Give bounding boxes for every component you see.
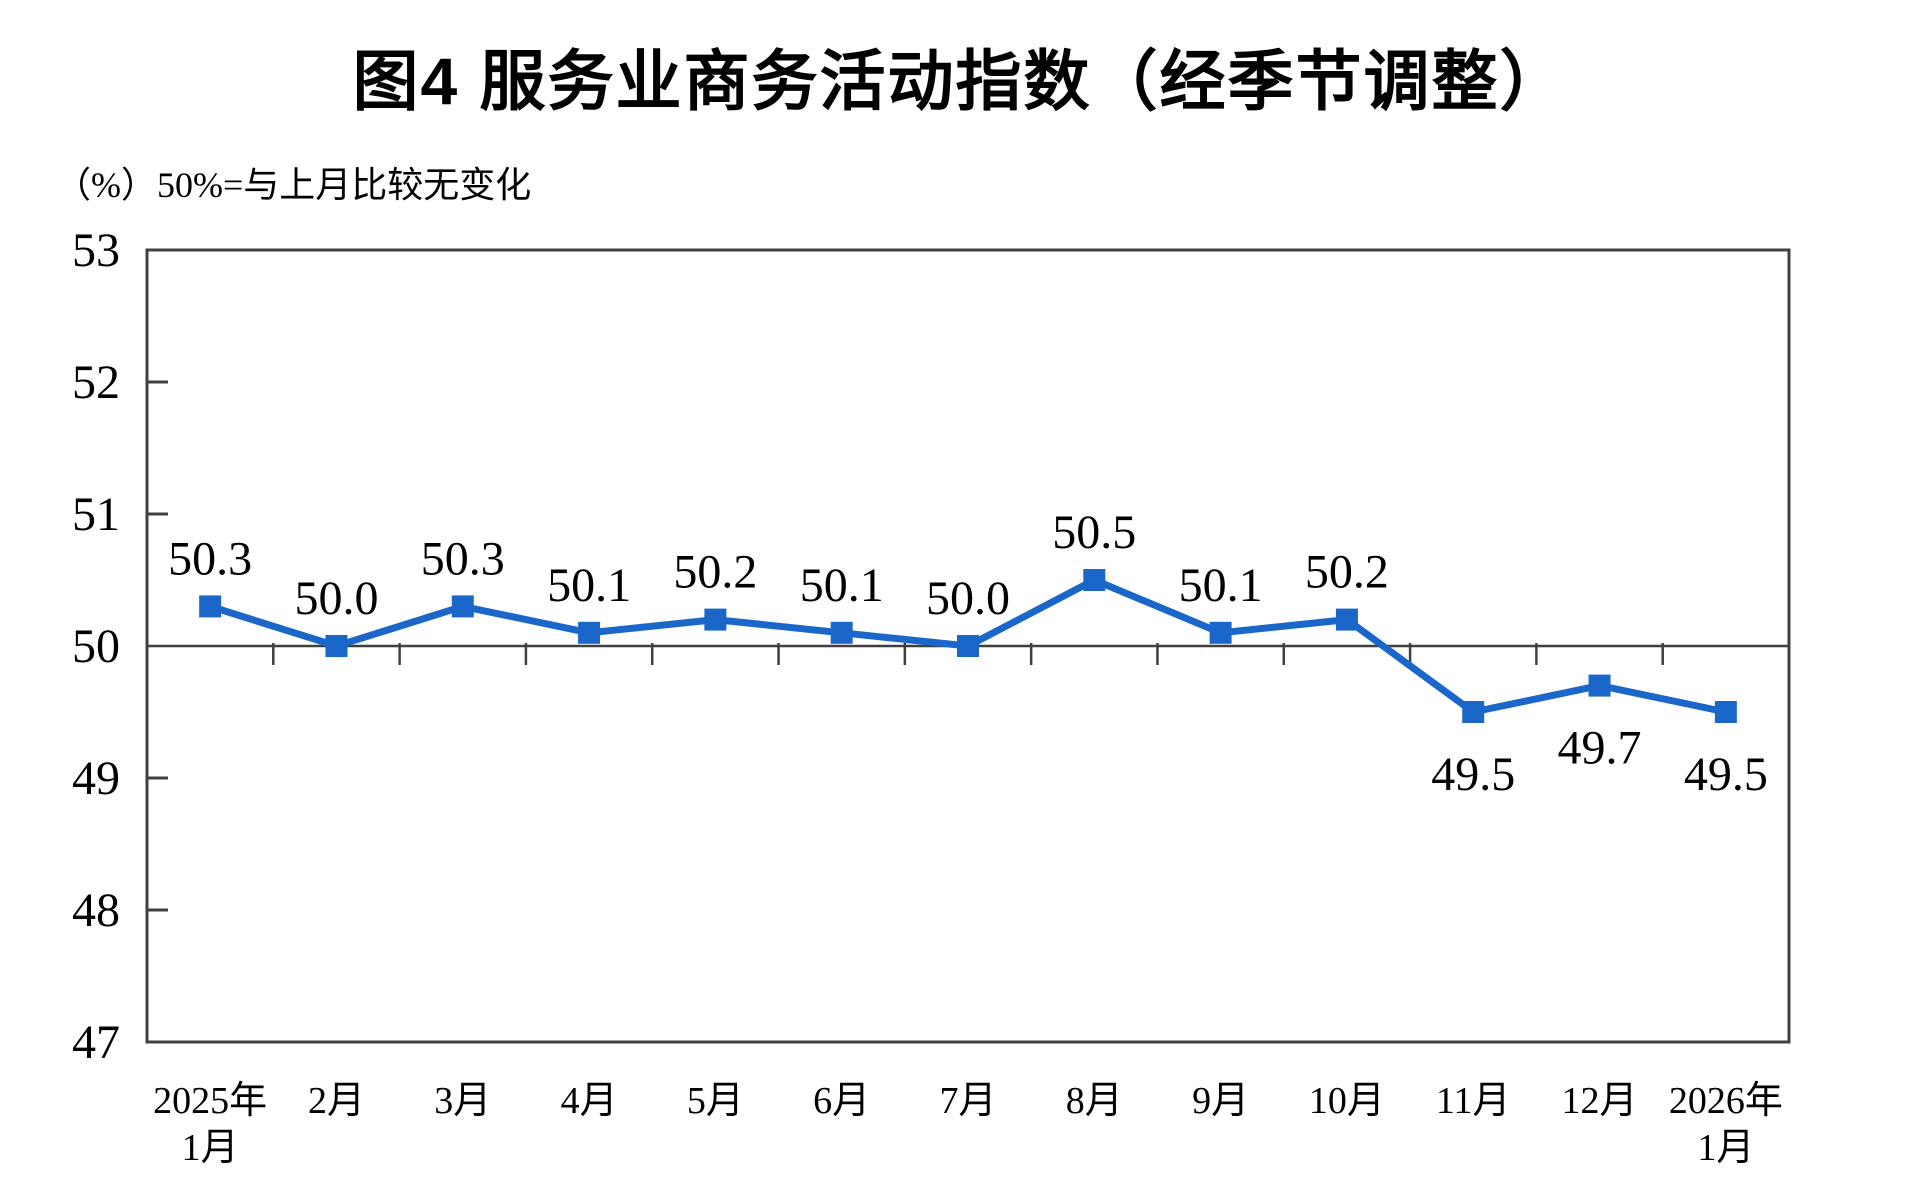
x-axis-label-12: 2026年: [1669, 1080, 1783, 1122]
y-axis-label-51: 51: [72, 488, 120, 541]
x-axis-label-5: 6月: [813, 1080, 870, 1122]
data-point-label-9: 50.2: [1305, 546, 1389, 599]
x-axis-label-8: 9月: [1192, 1080, 1249, 1122]
x-axis-label-10: 11月: [1436, 1080, 1511, 1122]
data-point-label-5: 50.1: [800, 559, 884, 612]
data-point-marker-8: [1209, 621, 1232, 644]
y-axis-label-47: 47: [72, 1016, 120, 1069]
x-axis-label-2: 3月: [434, 1080, 491, 1122]
data-point-label-1: 50.0: [294, 572, 378, 625]
data-point-label-6: 50.0: [926, 572, 1010, 625]
x-axis-label-3: 4月: [561, 1080, 618, 1122]
data-point-marker-11: [1588, 674, 1611, 697]
x-axis-label-7: 8月: [1066, 1080, 1123, 1122]
x-axis-label-0: 2025年: [153, 1080, 267, 1122]
data-point-marker-5: [830, 621, 853, 644]
y-axis-label-49: 49: [72, 752, 120, 805]
data-point-marker-9: [1335, 608, 1358, 631]
data-point-label-12: 49.5: [1684, 748, 1768, 801]
data-point-marker-7: [1083, 569, 1106, 591]
data-point-label-10: 49.5: [1431, 748, 1515, 801]
data-point-marker-1: [325, 635, 348, 657]
x-axis-label-11: 12月: [1562, 1080, 1638, 1122]
y-axis-label-48: 48: [72, 884, 120, 937]
data-point-marker-6: [957, 635, 979, 657]
x-axis-label-9: 10月: [1309, 1080, 1385, 1122]
data-point-label-8: 50.1: [1179, 559, 1263, 612]
data-point-label-2: 50.3: [421, 532, 505, 585]
data-point-label-4: 50.2: [673, 546, 757, 599]
x-axis-label-12-line2: 1月: [1697, 1127, 1754, 1169]
data-point-label-0: 50.3: [168, 532, 252, 585]
x-axis-label-0-line2: 1月: [182, 1127, 239, 1169]
data-point-marker-2: [451, 595, 474, 618]
x-axis-label-4: 5月: [687, 1080, 744, 1122]
y-axis-label-52: 52: [72, 356, 120, 409]
data-point-marker-3: [578, 621, 601, 644]
data-point-label-3: 50.1: [547, 559, 631, 612]
y-axis-label-50: 50: [72, 620, 120, 673]
data-point-label-11: 49.7: [1558, 722, 1642, 775]
x-axis-label-1: 2月: [308, 1080, 365, 1122]
data-point-marker-12: [1714, 701, 1737, 723]
chart-title: 图4 服务业商务活动指数（经季节调整）: [352, 44, 1568, 118]
x-axis-label-6: 7月: [939, 1080, 996, 1122]
y-axis-label-53: 53: [72, 224, 120, 277]
data-point-marker-4: [704, 608, 727, 631]
data-point-marker-0: [199, 595, 222, 618]
data-point-marker-10: [1462, 701, 1485, 723]
data-point-label-7: 50.5: [1052, 506, 1136, 559]
y-axis-unit-note: （%）50%=与上月比较无变化: [55, 165, 532, 205]
